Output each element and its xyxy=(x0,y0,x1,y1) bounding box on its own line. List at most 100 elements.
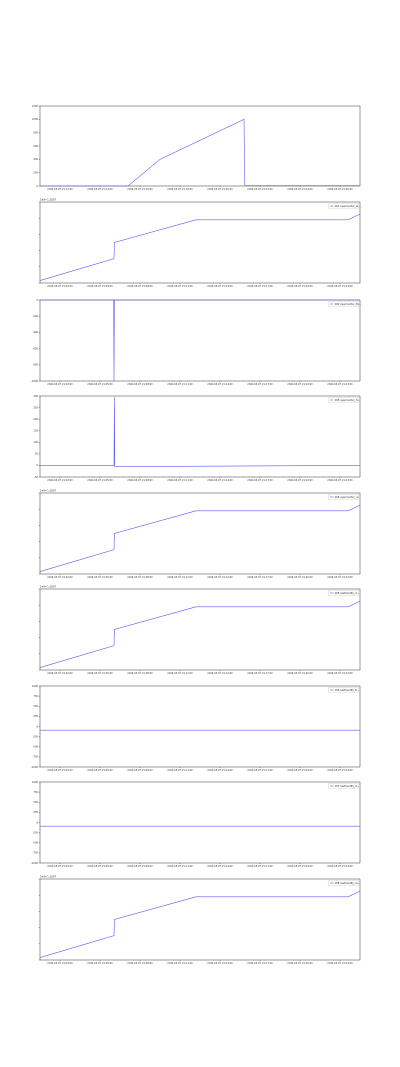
series-line xyxy=(39,504,361,572)
legend: 103 sysmonitor_ti... xyxy=(328,397,361,403)
y-tick-label: 1000 xyxy=(32,685,39,688)
y-tick-label: 600 xyxy=(33,145,38,148)
series-line xyxy=(40,299,360,382)
y-tick-label: 200 xyxy=(33,418,38,421)
x-tick-label: 2024-05-07 21:23:00 xyxy=(327,865,353,868)
y-tick-label: -600 xyxy=(33,347,39,350)
legend: 107 lastmodify_d... xyxy=(328,783,360,789)
legend-label: 103 sysmonitor_ti... xyxy=(335,398,361,402)
legend-box xyxy=(328,301,359,307)
x-tick-label: 2024-05-07 21:02:00 xyxy=(47,576,73,579)
legend-box xyxy=(328,783,359,789)
x-tick-label: 2024-05-07 21:05:00 xyxy=(87,672,113,675)
chart-panel-7: -1000 -750 -500 -250 0 250 500 750 1000 2024-05-0… xyxy=(31,685,361,772)
x-tick-label: 2024-05-07 21:08:00 xyxy=(127,285,153,288)
legend-box xyxy=(328,494,359,500)
x-tick-label: 2024-05-07 21:05:00 xyxy=(87,865,113,868)
chart-panel-5: 2024-05-07 21:02:00 2024-05-07 21:05:00 20… xyxy=(38,489,361,579)
x-tick-label: 2024-05-07 21:17:00 xyxy=(247,285,273,288)
axis-offset-label: 1e9+1.2807 xyxy=(40,585,56,589)
x-tick-label: 2024-05-07 21:02:00 xyxy=(47,479,73,482)
x-tick-label: 2024-05-07 21:22:00 xyxy=(247,188,273,191)
x-tick-label: 2024-05-07 21:14:00 xyxy=(207,962,233,965)
x-tick-label: 2024-05-07 21:23:00 xyxy=(327,479,353,482)
x-tick-label: 2024-05-07 21:11:00 xyxy=(167,672,193,675)
legend: 106 lastmodify_ti... xyxy=(328,687,360,693)
legend-box xyxy=(328,880,359,886)
x-tick-label: 2024-05-07 21:20:00 xyxy=(287,576,313,579)
y-tick-label: 0 xyxy=(36,725,38,728)
y-tick-label: -400 xyxy=(33,331,39,334)
y-tick-label: 0 xyxy=(36,299,38,302)
chart-panel-2: 2024-05-07 21:02:00 2024-05-07 21:05:00 20… xyxy=(38,198,361,288)
x-tick-label: 2024-05-07 21:17:00 xyxy=(247,962,273,965)
x-tick-label: 2024-05-07 21:14:00 xyxy=(207,769,233,772)
y-tick-label: -750 xyxy=(33,852,39,855)
series-line xyxy=(39,890,361,958)
x-tick-label: 2024-05-07 21:05:00 xyxy=(87,769,113,772)
y-tick-label: -250 xyxy=(33,735,39,738)
y-tick-label: -750 xyxy=(33,756,39,759)
legend-label: 104 sysmonitor_d... xyxy=(335,495,361,499)
plot-frame xyxy=(39,395,361,478)
y-tick-label: 150 xyxy=(33,430,38,433)
y-tick-label: -1000 xyxy=(31,766,38,769)
x-tick-label: 2024-05-07 21:16:00 xyxy=(127,188,153,191)
legend-label: 107 lastmodify_d... xyxy=(335,784,360,788)
x-tick-label: 2024-05-07 21:14:00 xyxy=(207,285,233,288)
y-tick-label: 0 xyxy=(36,185,38,188)
chart-panel-8: -1000 -750 -500 -250 0 250 500 750 1000 2024-05-0… xyxy=(31,781,361,868)
series-line xyxy=(39,600,361,668)
legend-box xyxy=(328,203,359,209)
x-tick-label: 2024-05-07 21:05:00 xyxy=(87,962,113,965)
x-tick-label: 2024-05-07 21:02:00 xyxy=(47,383,73,386)
y-tick-label: 250 xyxy=(33,406,38,409)
legend-label: 101 sysmonitor_el... xyxy=(335,204,361,208)
x-tick-label: 2024-05-07 21:20:00 xyxy=(287,865,313,868)
legend-label: 108 lastmodify_m... xyxy=(335,881,361,885)
x-tick-label: 2024-05-07 21:20:00 xyxy=(287,383,313,386)
x-tick-label: 2024-05-07 21:02:00 xyxy=(47,865,73,868)
x-tick-label: 2024-05-07 21:02:00 xyxy=(47,769,73,772)
x-tick-label: 2024-05-07 21:11:00 xyxy=(167,865,193,868)
plot-frame xyxy=(39,588,361,671)
x-tick-label: 2024-05-07 21:26:00 xyxy=(327,188,353,191)
x-tick-label: 2024-05-07 21:17:00 xyxy=(247,383,273,386)
x-tick-label: 2024-05-07 21:02:00 xyxy=(47,962,73,965)
y-tick-label: 750 xyxy=(33,695,38,698)
x-tick-label: 2024-05-07 21:05:00 xyxy=(87,479,113,482)
axis-offset-label: 1e9+1.2807 xyxy=(40,875,56,879)
chart-panel-9: 2024-05-07 21:02:00 2024-05-07 21:05:00 20… xyxy=(38,875,361,965)
chart-panel-3: -1000 -800 -600 -400 -200 0 2024-05-07 21:02:0… xyxy=(31,299,361,386)
y-tick-label: -1000 xyxy=(31,862,38,865)
plot-frame xyxy=(39,299,361,382)
x-tick-label: 2024-05-07 21:20:00 xyxy=(287,479,313,482)
x-tick-label: 2024-05-07 21:17:00 xyxy=(247,576,273,579)
plot-frame xyxy=(39,878,361,961)
y-tick-label: 1000 xyxy=(32,118,39,121)
x-tick-label: 2024-05-07 21:14:00 xyxy=(207,383,233,386)
legend-box xyxy=(328,590,359,596)
y-tick-label: 0 xyxy=(36,821,38,824)
plot-frame xyxy=(39,781,361,864)
axis-offset-label: 1e9+1.2807 xyxy=(40,198,56,202)
y-tick-label: 100 xyxy=(33,441,38,444)
y-tick-label: -1000 xyxy=(31,380,38,383)
y-tick-label: 50 xyxy=(35,453,39,456)
y-tick-label: 1000 xyxy=(32,781,39,784)
x-tick-label: 2024-05-07 21:11:00 xyxy=(167,479,193,482)
x-tick-label: 2024-05-07 21:11:00 xyxy=(167,769,193,772)
x-tick-label: 2024-05-07 21:23:00 xyxy=(327,672,353,675)
y-tick-label: 400 xyxy=(33,158,38,161)
x-tick-label: 2024-05-07 21:08:00 xyxy=(127,962,153,965)
chart-panel-1: 0 200 400 600 800 1000 1200 2024-05-07 21:12:00… xyxy=(32,105,361,191)
plot-frame xyxy=(39,685,361,768)
y-tick-label: -50 xyxy=(34,476,38,479)
y-tick-label: 800 xyxy=(33,131,38,134)
series-line xyxy=(40,397,361,467)
y-tick-label: -250 xyxy=(33,831,39,834)
x-tick-label: 2024-05-07 21:11:00 xyxy=(167,962,193,965)
x-tick-label: 2024-05-07 21:08:00 xyxy=(127,479,153,482)
x-tick-label: 2024-05-07 21:14:00 xyxy=(87,188,113,191)
